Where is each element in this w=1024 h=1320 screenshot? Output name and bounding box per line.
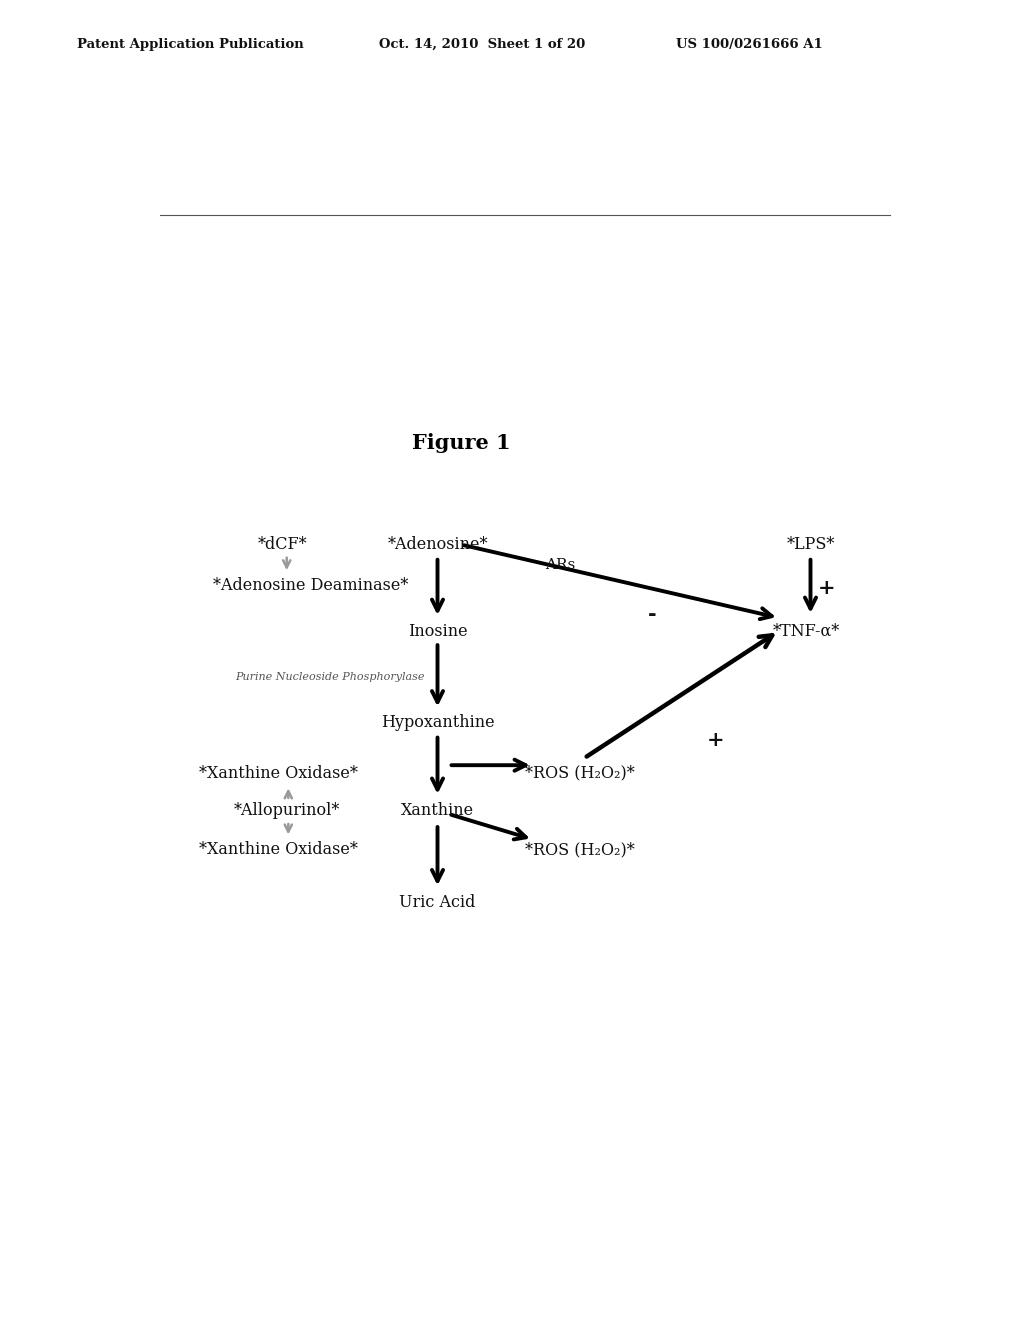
Text: *dCF*: *dCF*	[258, 536, 307, 553]
Text: *Adenosine*: *Adenosine*	[387, 536, 487, 553]
Text: *Adenosine Deaminase*: *Adenosine Deaminase*	[213, 577, 409, 594]
Text: Hypoxanthine: Hypoxanthine	[381, 714, 495, 731]
Text: *ROS (H₂O₂)*: *ROS (H₂O₂)*	[525, 764, 635, 781]
Text: Xanthine: Xanthine	[401, 803, 474, 820]
Text: *LPS*: *LPS*	[786, 536, 835, 553]
Text: -: -	[647, 603, 656, 624]
Text: +: +	[707, 730, 724, 750]
Text: Figure 1: Figure 1	[412, 433, 511, 453]
Text: Inosine: Inosine	[408, 623, 467, 639]
Text: Purine Nucleoside Phosphorylase: Purine Nucleoside Phosphorylase	[236, 672, 425, 681]
Text: +: +	[817, 578, 836, 598]
Text: *ROS (H₂O₂)*: *ROS (H₂O₂)*	[525, 841, 635, 858]
Text: *Allopurinol*: *Allopurinol*	[233, 803, 340, 820]
Text: Oct. 14, 2010  Sheet 1 of 20: Oct. 14, 2010 Sheet 1 of 20	[379, 37, 585, 50]
Text: *TNF-α*: *TNF-α*	[773, 623, 840, 639]
Text: *Xanthine Oxidase*: *Xanthine Oxidase*	[200, 764, 358, 781]
Text: US 100/0261666 A1: US 100/0261666 A1	[676, 37, 822, 50]
Text: *Xanthine Oxidase*: *Xanthine Oxidase*	[200, 841, 358, 858]
Text: Patent Application Publication: Patent Application Publication	[77, 37, 303, 50]
Text: ARs: ARs	[546, 558, 575, 572]
Text: Uric Acid: Uric Acid	[399, 894, 476, 911]
